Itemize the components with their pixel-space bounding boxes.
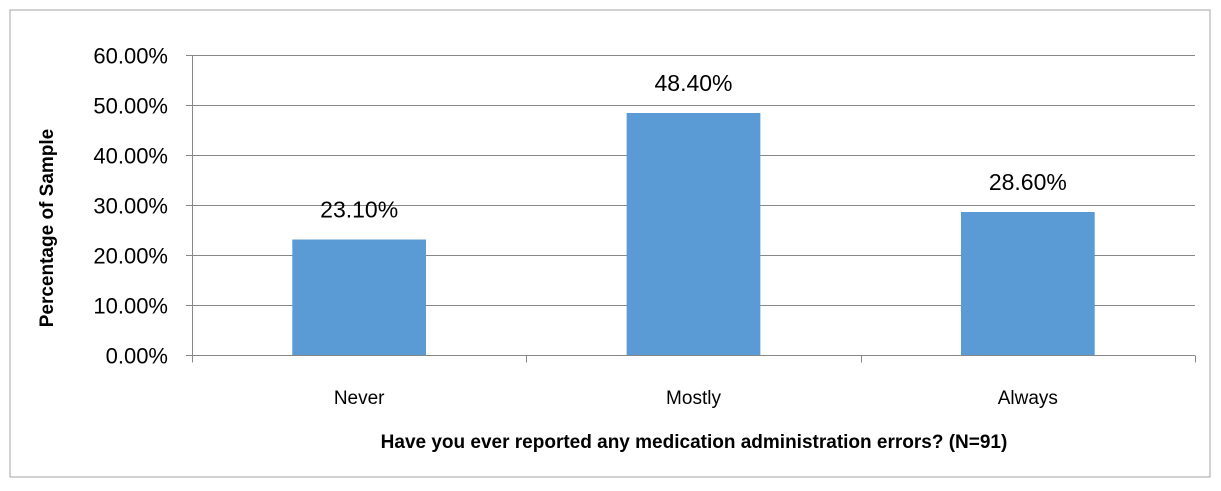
y-tick-label: 60.00%: [93, 44, 168, 69]
bar-always: [960, 212, 1095, 355]
data-label-never: 23.10%: [320, 197, 398, 223]
y-tick-label: 0.00%: [106, 344, 168, 369]
bar-never: [292, 239, 427, 355]
x-axis-title: Have you ever reported any medication ad…: [381, 432, 1008, 453]
y-axis-title: Percentage of Sample: [37, 129, 58, 328]
data-label-mostly: 48.40%: [654, 70, 732, 96]
bars: [292, 113, 1095, 355]
y-tick-label: 50.00%: [93, 94, 168, 119]
axes: [186, 55, 1196, 363]
labels: 0.00% 10.00% 20.00% 30.00% 40.00% 50.00% 60.00…: [93, 44, 1066, 410]
y-tick-label: 20.00%: [93, 244, 168, 269]
y-tick-label: 40.00%: [93, 144, 168, 169]
y-tick-label: 30.00%: [93, 194, 168, 219]
x-tick-label-never: Never: [334, 388, 385, 409]
x-tick-label-mostly: Mostly: [666, 388, 721, 409]
bar-mostly: [626, 113, 761, 355]
x-tick-label-always: Always: [998, 388, 1058, 409]
y-tick-label: 10.00%: [93, 294, 168, 319]
data-label-always: 28.60%: [989, 169, 1067, 195]
